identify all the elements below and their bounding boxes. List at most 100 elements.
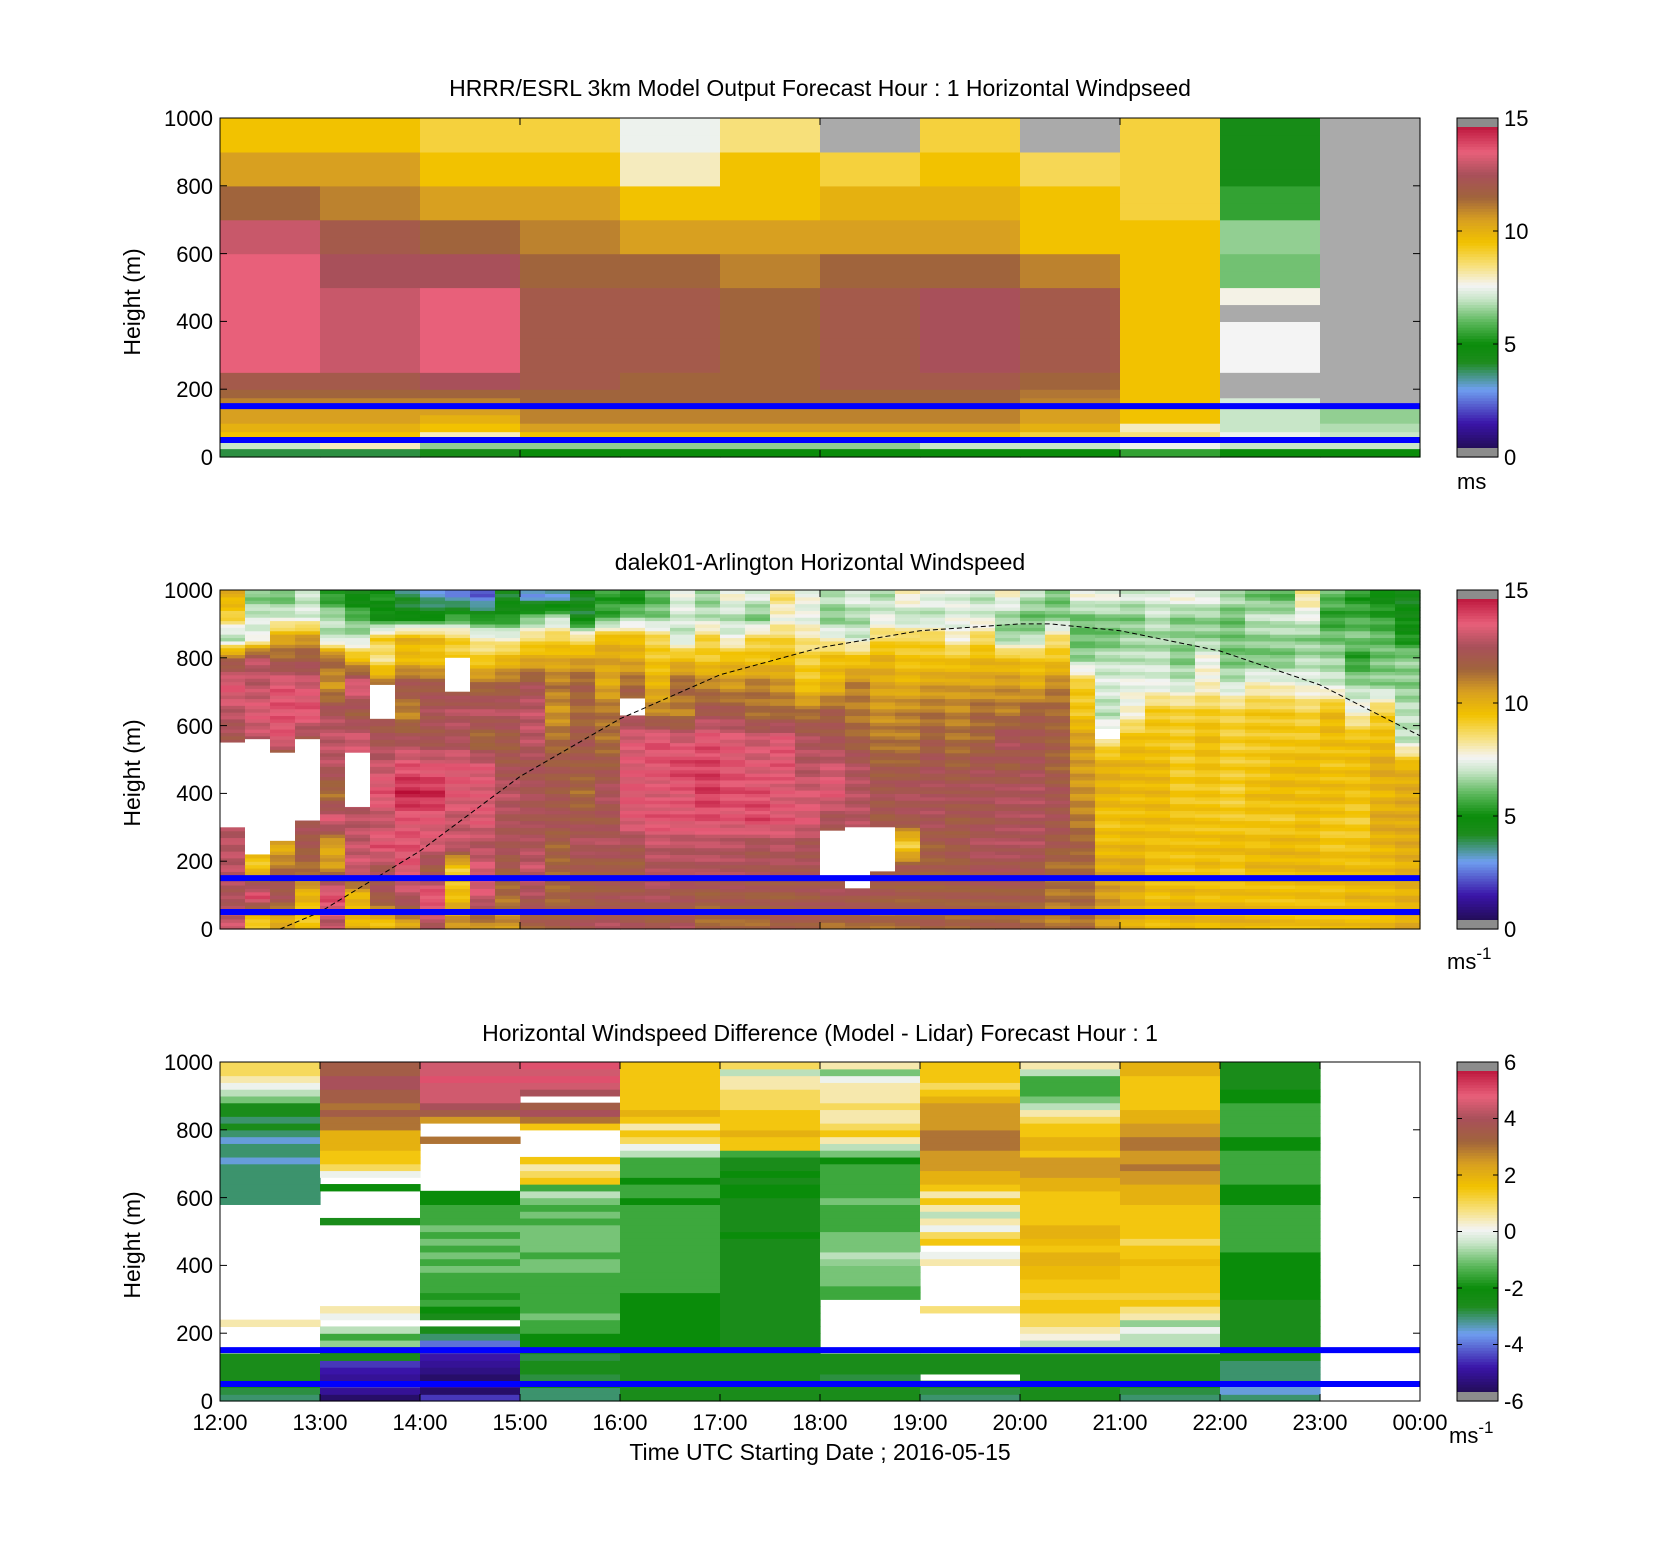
heatmap-cell [245, 701, 271, 706]
heatmap-cell [1045, 698, 1071, 703]
heatmap-cell [1145, 732, 1171, 737]
heatmap-cell [320, 725, 346, 730]
heatmap-cell [320, 905, 346, 910]
heatmap-cell [1220, 667, 1246, 672]
heatmap-cell [720, 637, 746, 642]
heatmap-cell [745, 610, 771, 615]
heatmap-cell [920, 790, 946, 794]
heatmap-cell [520, 864, 546, 869]
heatmap-cell [420, 355, 521, 373]
heatmap-cell [345, 715, 371, 720]
heatmap-cell [245, 617, 271, 622]
heatmap-cell [770, 600, 796, 605]
heatmap-cell [695, 651, 721, 656]
heatmap-cell [945, 647, 971, 652]
heatmap-cell [620, 134, 721, 153]
heatmap-cell [770, 722, 796, 727]
heatmap-cell [270, 596, 296, 601]
heatmap-cell [345, 735, 371, 740]
heatmap-cell [270, 600, 296, 605]
heatmap-cell [1070, 854, 1096, 859]
heatmap-cell [345, 922, 371, 927]
heatmap-cell [620, 834, 646, 839]
heatmap-cell [345, 627, 371, 632]
heatmap-cell [1295, 661, 1321, 666]
heatmap-cell [645, 817, 671, 822]
heatmap-cell [1245, 606, 1271, 611]
heatmap-cell [495, 783, 521, 788]
heatmap-cell [395, 749, 421, 754]
heatmap-cell [870, 735, 896, 740]
heatmap-cell [370, 864, 396, 869]
heatmap-cell [1320, 732, 1346, 737]
heatmap-cell [1020, 651, 1046, 656]
heatmap-cell [720, 600, 746, 605]
heatmap-cell [1145, 898, 1171, 903]
heatmap-cell [470, 891, 496, 896]
heatmap-cell [1020, 708, 1046, 713]
heatmap-cell [895, 806, 921, 811]
heatmap-cell [1270, 806, 1296, 811]
heatmap-cell [720, 695, 746, 700]
heatmap-cell [645, 705, 671, 710]
heatmap-cell [520, 922, 546, 927]
heatmap-cell [620, 759, 646, 764]
heatmap-cell [1270, 718, 1296, 723]
heatmap-cell [1220, 389, 1321, 399]
heatmap-cell [270, 606, 296, 611]
heatmap-cell [845, 803, 871, 808]
heatmap-cell [1120, 270, 1221, 289]
heatmap-cell [1220, 725, 1246, 730]
heatmap-cell [270, 745, 296, 750]
heatmap-cell [770, 884, 796, 889]
heatmap-cell [645, 895, 671, 900]
heatmap-cell [620, 800, 646, 805]
heatmap-cell [1070, 888, 1096, 893]
heatmap-cell [520, 705, 546, 710]
heatmap-cell [570, 820, 596, 825]
heatmap-cell [545, 684, 571, 689]
heatmap-cell [1145, 756, 1171, 761]
heatmap-cell [545, 793, 571, 798]
heatmap-cell [895, 695, 921, 700]
heatmap-cell [720, 202, 821, 221]
heatmap-cell [270, 844, 296, 849]
heatmap-cell [220, 857, 246, 862]
heatmap-cell [1320, 800, 1346, 805]
heatmap-cell [1095, 820, 1121, 825]
heatmap-cell [1120, 759, 1146, 764]
heatmap-cell [1045, 752, 1071, 757]
heatmap-cell [895, 827, 921, 832]
heatmap-cell [795, 596, 821, 601]
heatmap-cell [220, 134, 321, 153]
heatmap-cell [1095, 837, 1121, 842]
heatmap-cell [495, 759, 521, 764]
heatmap-cell [295, 640, 321, 645]
heatmap-cell [1245, 834, 1271, 839]
heatmap-cell [1045, 634, 1071, 639]
heatmap-cell [1020, 664, 1046, 669]
heatmap-cell [695, 681, 721, 686]
heatmap-cell [320, 372, 421, 390]
heatmap-cell [370, 898, 396, 903]
heatmap-cell [395, 847, 421, 852]
heatmap-cell [1270, 681, 1296, 686]
heatmap-cell [1220, 766, 1246, 771]
colorbar-segment [1457, 160, 1498, 164]
heatmap-cell [670, 606, 696, 611]
heatmap-cell [1295, 888, 1321, 893]
heatmap-cell [770, 796, 796, 801]
heatmap-cell [945, 739, 971, 744]
heatmap-cell [420, 304, 521, 322]
heatmap-cell [220, 715, 246, 720]
heatmap-cell [1270, 688, 1296, 693]
heatmap-cell [495, 803, 521, 808]
heatmap-cell [370, 627, 396, 632]
heatmap-cell [445, 796, 471, 801]
heatmap-cell [1170, 623, 1196, 628]
heatmap-cell [820, 735, 846, 740]
heatmap-cell [795, 606, 821, 611]
heatmap-cell [620, 925, 646, 930]
heatmap-cell [995, 895, 1021, 900]
heatmap-cell [845, 776, 871, 781]
